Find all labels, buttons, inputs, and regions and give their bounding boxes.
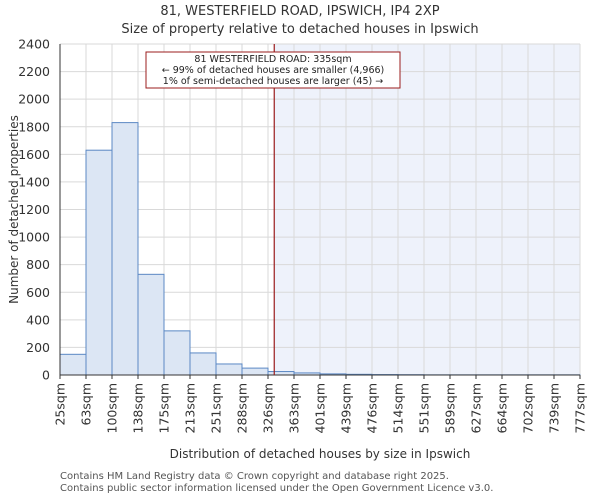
histogram-bar	[267, 371, 295, 376]
y-tick-label: 800	[26, 257, 50, 272]
x-tick-label: 664sqm	[495, 383, 510, 433]
y-tick-label: 1400	[18, 174, 50, 189]
histogram-bar	[163, 330, 191, 376]
x-axis-label: Distribution of detached houses by size …	[170, 447, 471, 461]
annotation-smaller-text: ← 99% of detached houses are smaller (4,…	[162, 65, 385, 76]
y-tick-label: 1800	[18, 119, 50, 134]
footer-licence: Contains public sector information licen…	[60, 483, 494, 494]
y-tick-label: 0	[42, 368, 50, 383]
y-tick-label: 1200	[18, 202, 50, 217]
x-tick-label: 63sqm	[79, 383, 94, 426]
annotation-title: 81 WESTERFIELD ROAD: 335sqm	[194, 54, 351, 65]
y-tick-label: 2000	[18, 92, 50, 107]
histogram-bar	[241, 367, 269, 376]
y-tick-label: 2200	[18, 64, 50, 79]
y-tick-label: 1600	[18, 147, 50, 162]
x-tick-label: 589sqm	[443, 383, 458, 433]
histogram-bar	[85, 149, 113, 376]
x-tick-label: 551sqm	[417, 383, 432, 433]
y-tick-label: 2400	[18, 37, 50, 52]
histogram-bar	[137, 273, 165, 376]
y-tick-label: 600	[26, 285, 50, 300]
x-tick-label: 439sqm	[339, 383, 354, 433]
y-axis-label: Number of detached properties	[7, 115, 21, 304]
histogram-bar	[189, 352, 217, 376]
x-tick-label: 739sqm	[547, 383, 562, 433]
chart-title: 81, WESTERFIELD ROAD, IPSWICH, IP4 2XP	[160, 4, 440, 19]
x-tick-label: 326sqm	[261, 383, 276, 433]
x-tick-label: 476sqm	[365, 383, 380, 433]
x-tick-label: 138sqm	[131, 383, 146, 433]
annotation-larger-text: 1% of semi-detached houses are larger (4…	[163, 76, 383, 87]
histogram-bar	[111, 122, 139, 376]
x-tick-label: 251sqm	[209, 383, 224, 433]
x-tick-label: 100sqm	[105, 383, 120, 433]
x-tick-label: 213sqm	[183, 383, 198, 433]
x-tick-label: 175sqm	[157, 383, 172, 433]
x-tick-label: 401sqm	[313, 383, 328, 433]
y-tick-label: 1000	[18, 230, 50, 245]
x-tick-label: 514sqm	[391, 383, 406, 433]
x-tick-label: 25sqm	[53, 383, 68, 426]
histogram-bar	[59, 353, 87, 376]
histogram-bar	[215, 363, 243, 376]
x-tick-label: 702sqm	[521, 383, 536, 433]
x-tick-label: 777sqm	[573, 383, 588, 433]
x-tick-label: 363sqm	[287, 383, 302, 433]
chart-subtitle: Size of property relative to detached ho…	[121, 22, 479, 37]
x-tick-label: 627sqm	[469, 383, 484, 433]
y-tick-label: 200	[26, 340, 50, 355]
annotation-box	[145, 51, 401, 89]
y-tick-label: 400	[26, 312, 50, 327]
x-tick-label: 288sqm	[235, 383, 250, 433]
footer-copyright: Contains HM Land Registry data © Crown c…	[60, 471, 449, 482]
